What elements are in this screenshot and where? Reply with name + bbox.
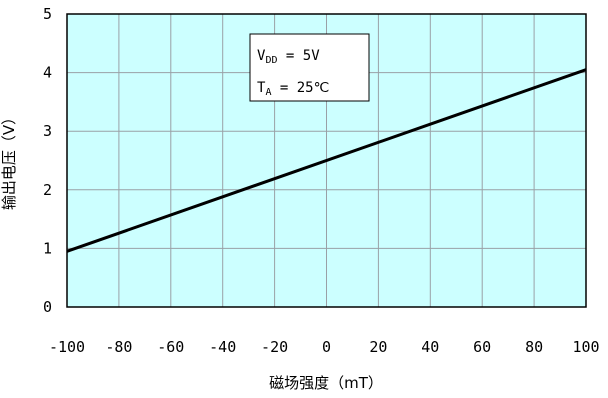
y-tick-label: 3 [43,122,52,140]
data-line [66,68,587,253]
x-tick-label: 20 [369,338,387,356]
ta-value: = 25℃ [271,80,329,96]
gridlines [67,14,586,307]
x-tick-label: 80 [525,338,543,356]
series-line [66,68,587,253]
x-tick-label: 100 [572,338,599,356]
x-axis-title: 磁场强度（mT） [269,374,383,392]
x-tick-label: 40 [421,338,439,356]
y-tick-label: 4 [43,64,52,82]
vdd-annotation: VDD = 5V [257,48,320,66]
x-tick-label: -40 [209,338,236,356]
condition-annotation: VDD = 5V TA = 25℃ [249,33,370,102]
x-tick-label: 0 [322,338,331,356]
x-tick-label: -20 [261,338,288,356]
ta-symbol: T [257,80,266,96]
y-tick-label: 2 [43,181,52,199]
y-tick-label: 1 [43,239,52,257]
vdd-symbol: V [257,48,266,64]
annotation-box [249,33,370,102]
x-tick-label: -80 [105,338,132,356]
x-tick-labels: -100 -80 -60 -40 -20 0 20 40 60 80 100 [49,338,600,356]
vdd-value: = 5V [277,48,320,64]
ta-annotation: TA = 25℃ [257,80,329,98]
ta-subscript: A [265,87,271,98]
y-tick-label: 0 [43,298,52,316]
plot-border [66,13,587,308]
x-tick-label: 60 [473,338,491,356]
x-tick-label: -60 [157,338,184,356]
vdd-subscript: DD [265,55,277,66]
y-tick-labels: 0 1 2 3 4 5 [43,5,52,316]
y-axis-title: 输出电压（V） [0,110,18,210]
y-tick-label: 5 [43,5,52,23]
x-tick-label: -100 [49,338,85,356]
